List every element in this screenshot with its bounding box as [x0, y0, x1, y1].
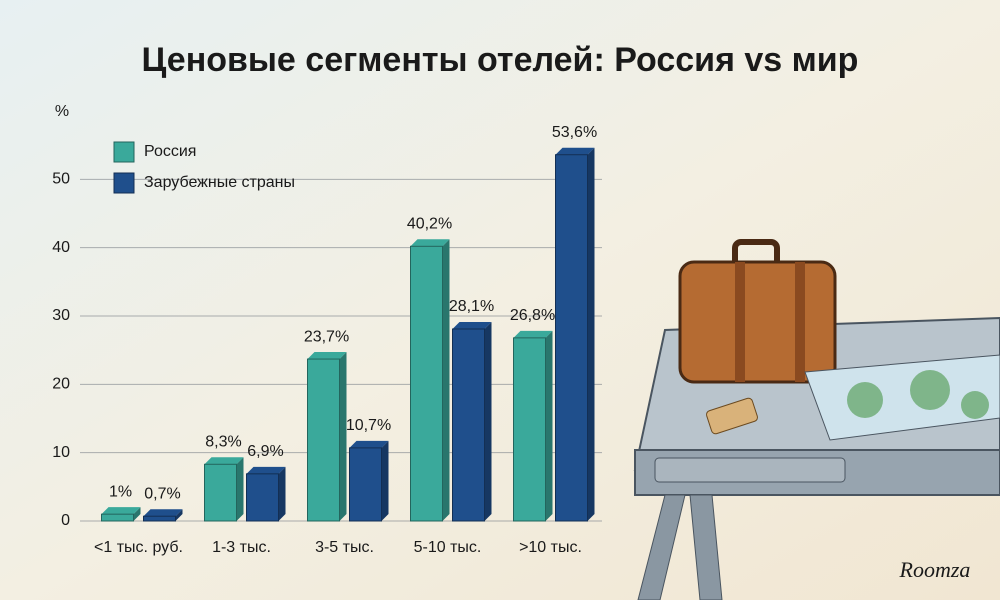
- chart-title: Ценовые сегменты отелей: Россия vs мир: [142, 41, 859, 79]
- legend-label: Россия: [144, 143, 196, 160]
- value-label: 40,2%: [407, 216, 452, 233]
- bar: [204, 463, 237, 522]
- bar-side: [133, 507, 141, 521]
- bar-side: [545, 330, 553, 521]
- bar-top: [349, 440, 389, 448]
- bar-top: [143, 509, 183, 517]
- bar-top: [204, 457, 244, 465]
- bar: [101, 513, 134, 522]
- y-tick-label: 50: [52, 171, 70, 188]
- bar-top: [513, 330, 553, 338]
- brand: Roomza: [899, 557, 971, 582]
- bar: [410, 245, 443, 522]
- legend-swatch: [113, 172, 135, 194]
- bar-side: [587, 147, 595, 521]
- value-label: 23,7%: [304, 328, 349, 345]
- bar-side: [484, 321, 492, 521]
- bar-side: [175, 509, 183, 521]
- bar-side: [278, 466, 286, 521]
- value-label: 26,8%: [510, 307, 555, 324]
- value-label: 10,7%: [346, 417, 391, 434]
- y-tick-label: 0: [61, 512, 70, 529]
- x-tick-label: 3-5 тыс.: [315, 539, 374, 556]
- x-tick-label: <1 тыс. руб.: [94, 539, 183, 556]
- y-tick-label: 40: [52, 239, 70, 256]
- bar: [555, 154, 588, 522]
- bar-top: [246, 466, 286, 474]
- value-label: 0,7%: [144, 485, 180, 502]
- bar-side: [339, 352, 347, 521]
- bar: [307, 358, 340, 522]
- bar-top: [307, 352, 347, 360]
- bar-side: [236, 457, 244, 521]
- bar: [349, 447, 382, 522]
- x-tick-label: 1-3 тыс.: [212, 539, 271, 556]
- bar: [246, 473, 279, 522]
- value-label: 6,9%: [247, 443, 283, 460]
- bar: [143, 515, 176, 522]
- legend-label: Зарубежные страны: [144, 174, 295, 191]
- value-label: 53,6%: [552, 124, 597, 141]
- bar-side: [381, 440, 389, 521]
- illustration: [633, 239, 1000, 601]
- bar-top: [452, 321, 492, 329]
- y-axis-label: %: [55, 103, 69, 120]
- y-tick-label: 10: [52, 444, 70, 461]
- y-tick-label: 20: [52, 376, 70, 393]
- bar-side: [442, 239, 450, 522]
- legend-swatch: [113, 141, 135, 163]
- x-tick-label: >10 тыс.: [519, 539, 582, 556]
- bar: [452, 328, 485, 522]
- bar: [513, 337, 546, 522]
- value-label: 8,3%: [205, 434, 241, 451]
- value-label: 1%: [109, 483, 132, 500]
- bar-top: [555, 147, 595, 155]
- value-label: 28,1%: [449, 298, 494, 315]
- y-tick-label: 30: [52, 307, 70, 324]
- x-tick-label: 5-10 тыс.: [414, 539, 482, 556]
- bar-top: [410, 239, 450, 247]
- bar-top: [101, 507, 141, 515]
